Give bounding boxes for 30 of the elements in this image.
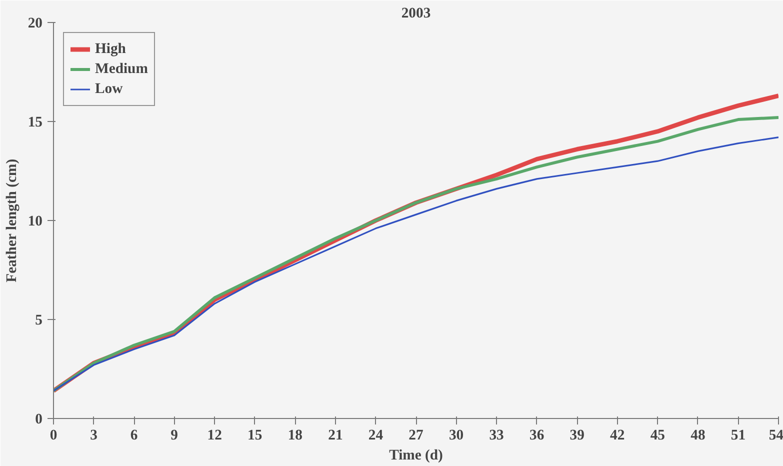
y-tick-label: 10 — [28, 214, 42, 230]
x-tick-label: 48 — [690, 428, 706, 444]
x-axis-title: Time (d) — [389, 448, 444, 464]
x-tick-label: 21 — [328, 428, 343, 444]
x-tick-label: 12 — [207, 428, 222, 444]
x-tick-label: 42 — [610, 428, 625, 444]
x-tick-label: 45 — [650, 428, 665, 444]
chart-title: 2003 — [401, 6, 431, 22]
x-tick-label: 30 — [448, 428, 464, 444]
x-tick-label: 6 — [130, 428, 138, 444]
y-tick-label: 15 — [28, 114, 42, 130]
x-tick-label: 18 — [288, 428, 302, 444]
x-tick-label: 27 — [408, 428, 424, 444]
y-tick-label: 0 — [35, 412, 42, 428]
x-tick-label: 36 — [530, 428, 544, 444]
x-tick-label: 9 — [170, 428, 178, 444]
y-tick-label: 5 — [35, 312, 42, 328]
legend-label: High — [95, 40, 126, 58]
x-tick-label: 24 — [368, 428, 384, 444]
x-tick-label: 15 — [248, 428, 262, 444]
x-tick-label: 54 — [768, 428, 783, 444]
x-tick-label: 3 — [90, 428, 98, 444]
x-tick-label: 0 — [50, 428, 58, 444]
legend-label: Medium — [95, 60, 148, 78]
y-tick-label: 20 — [28, 16, 42, 32]
x-tick-label: 33 — [489, 428, 504, 444]
legend-label: Low — [95, 80, 123, 98]
y-axis-title: Feather length (cm) — [4, 158, 20, 282]
x-tick-label: 39 — [570, 428, 584, 444]
x-tick-label: 51 — [730, 428, 746, 444]
